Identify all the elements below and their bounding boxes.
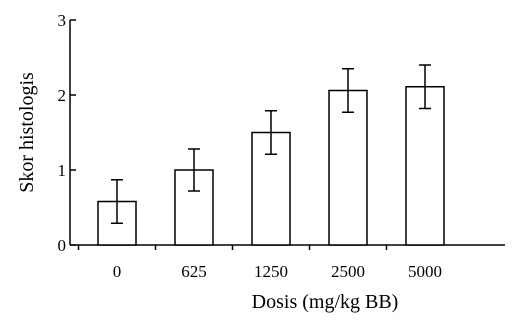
error-bar-625 (188, 148, 200, 192)
y-ticks: 0 1 2 3 (58, 11, 76, 255)
y-tick-label: 3 (58, 11, 67, 30)
x-tick-labels: 0 625 1250 2500 5000 (77, 245, 442, 281)
y-tick-label: 2 (58, 86, 67, 105)
x-tick-label: 0 (113, 262, 122, 281)
error-bar-2500 (342, 68, 354, 113)
bar-5000 (405, 86, 445, 246)
x-tick-label: 5000 (408, 262, 442, 281)
error-bar-5000 (419, 64, 431, 110)
x-tick-label: 625 (181, 262, 207, 281)
error-bar-0 (111, 179, 123, 224)
y-axis-label: Skor histologis (16, 72, 38, 193)
error-bar-1250 (265, 110, 277, 155)
y-tick-label: 1 (58, 161, 67, 180)
x-tick-label: 1250 (254, 262, 288, 281)
bar-2500 (328, 89, 368, 246)
x-tick-label: 2500 (331, 262, 365, 281)
y-tick-label: 0 (58, 236, 67, 255)
error-bars (111, 64, 431, 224)
x-axis-label: Dosis (mg/kg BB) (252, 291, 399, 313)
